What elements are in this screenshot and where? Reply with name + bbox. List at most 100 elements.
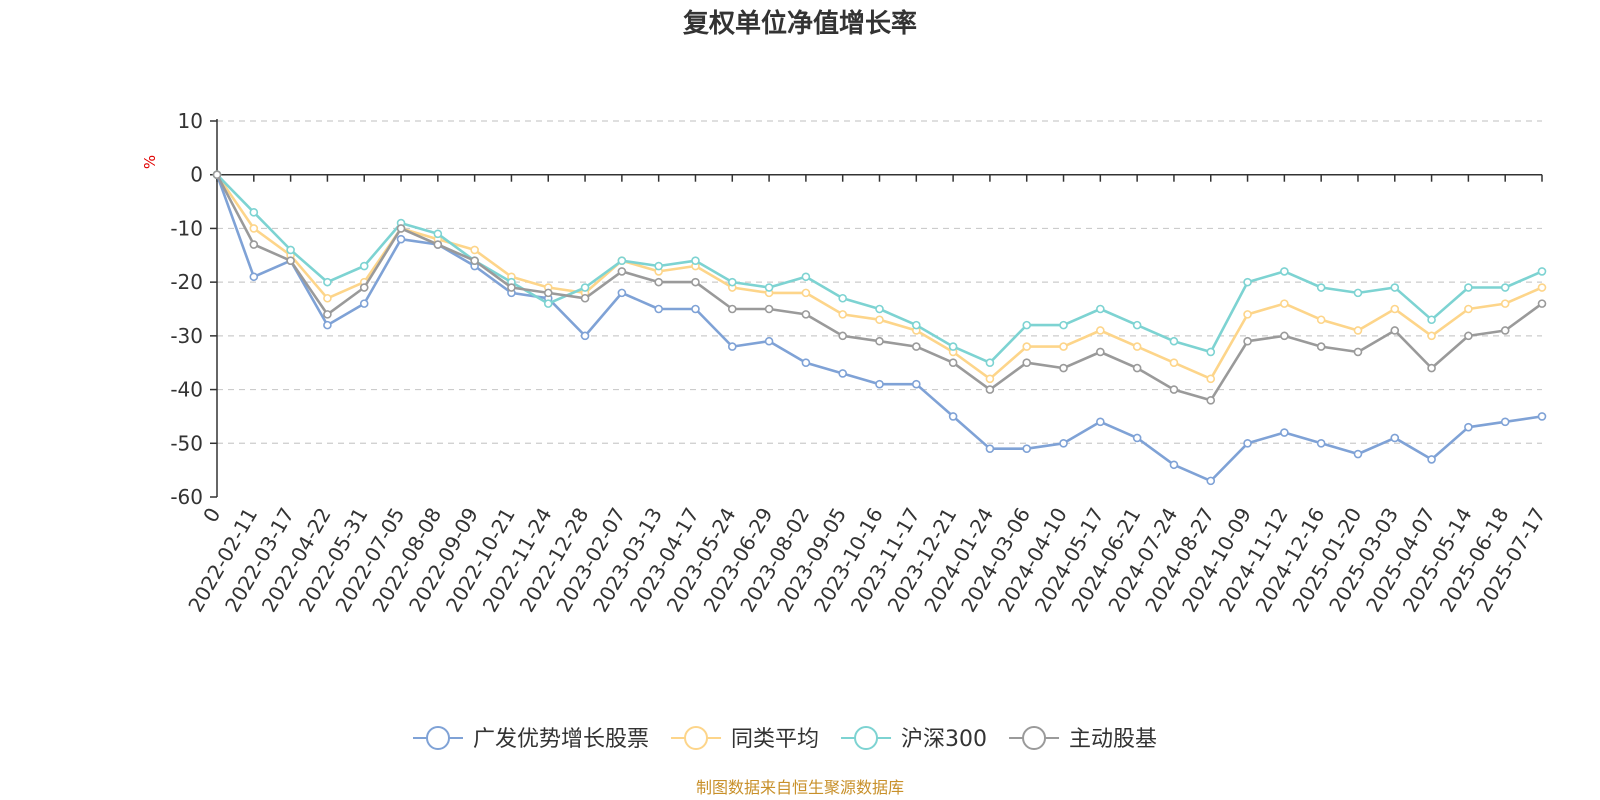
data-point (801, 272, 811, 282)
data-point (727, 277, 737, 287)
y-tick-label: 10 (178, 109, 203, 133)
data-point (801, 288, 811, 298)
data-point (838, 310, 847, 319)
data-point (1059, 320, 1068, 330)
data-point (359, 299, 369, 308)
data-point (323, 310, 332, 319)
y-tick-label: -30 (170, 324, 203, 348)
data-point (1059, 363, 1068, 373)
data-point (1169, 336, 1179, 346)
data-point (1537, 283, 1547, 292)
data-point (1353, 288, 1363, 298)
data-point (1280, 267, 1289, 276)
y-tick-label: -20 (170, 270, 203, 294)
data-point (691, 256, 700, 265)
series-line-0 (215, 174, 1543, 483)
legend-item-2[interactable]: 沪深300 (841, 726, 987, 752)
data-point (912, 342, 921, 351)
data-point (1059, 438, 1068, 448)
legend-item-0[interactable]: 广发优势增长股票 (413, 726, 649, 752)
legend-label: 广发优势增长股票 (473, 727, 649, 752)
data-point (985, 385, 995, 394)
data-point (396, 234, 406, 244)
data-point (1464, 422, 1473, 432)
data-point (1132, 320, 1142, 330)
data-point (1096, 326, 1105, 335)
data-point (1132, 342, 1142, 351)
data-point (838, 293, 847, 303)
data-point (1316, 315, 1326, 325)
data-point (249, 272, 259, 282)
data-point (249, 224, 259, 233)
data-point (1022, 320, 1032, 330)
y-tick-label: -50 (170, 431, 203, 455)
data-point (1096, 347, 1105, 357)
legend-item-1[interactable]: 同类平均 (671, 726, 819, 752)
data-point (543, 288, 553, 298)
y-tick-label: 0 (190, 163, 203, 187)
data-point (1464, 283, 1473, 292)
data-point (212, 170, 222, 180)
data-point (1169, 358, 1179, 368)
data-point (1206, 476, 1216, 486)
series-line-3 (215, 174, 1543, 402)
data-point (1280, 331, 1289, 341)
data-point (875, 304, 884, 314)
data-point (396, 224, 406, 233)
data-point (1390, 326, 1400, 335)
data-point (1280, 428, 1289, 437)
data-point (654, 277, 663, 287)
data-point (801, 310, 811, 319)
series-lines (212, 170, 1547, 486)
chart-title: 复权单位净值增长率 (683, 8, 917, 39)
data-point (1427, 455, 1436, 464)
series-line-2 (216, 173, 1543, 365)
data-point (875, 315, 884, 325)
data-point (1537, 267, 1547, 276)
data-point (1243, 438, 1252, 448)
data-point (948, 342, 958, 351)
data-point (617, 267, 627, 276)
data-point (764, 336, 774, 346)
legend-item-3[interactable]: 主动股基 (1009, 726, 1157, 752)
data-point (1427, 315, 1436, 325)
data-point (1316, 342, 1326, 351)
data-point (359, 283, 369, 292)
data-point (1353, 347, 1363, 357)
data-point (580, 331, 590, 341)
data-point (1206, 396, 1216, 405)
data-point (1500, 299, 1510, 308)
legend-swatch-circle (1022, 726, 1047, 750)
data-point (654, 304, 663, 314)
data-point (654, 261, 663, 271)
data-point (249, 240, 259, 249)
legend-swatch-circle (426, 726, 450, 750)
data-point (691, 304, 700, 314)
data-point (1243, 310, 1252, 319)
data-point (1022, 444, 1032, 453)
series-line-1 (215, 173, 1543, 381)
data-point (1169, 385, 1179, 394)
y-tick-label: -10 (170, 216, 203, 240)
data-point (1316, 283, 1326, 292)
data-point (1096, 304, 1105, 314)
data-point (1353, 326, 1363, 335)
data-point (948, 412, 958, 421)
data-point (249, 208, 259, 217)
data-point (912, 320, 921, 330)
data-point (838, 331, 847, 341)
y-tick-label: -40 (170, 378, 203, 402)
data-point (1464, 331, 1473, 341)
data-point (323, 320, 332, 330)
legend[interactable]: 广发优势增长股票 同类平均 沪深300 主动股基 (413, 726, 1157, 752)
legend-swatch-circle (684, 726, 709, 750)
data-point (727, 342, 737, 351)
data-point (1316, 438, 1326, 448)
data-point (764, 283, 774, 292)
data-point (1280, 299, 1289, 308)
data-point (1464, 304, 1473, 314)
data-point (985, 358, 995, 368)
data-point (286, 245, 295, 255)
data-point (580, 293, 590, 303)
